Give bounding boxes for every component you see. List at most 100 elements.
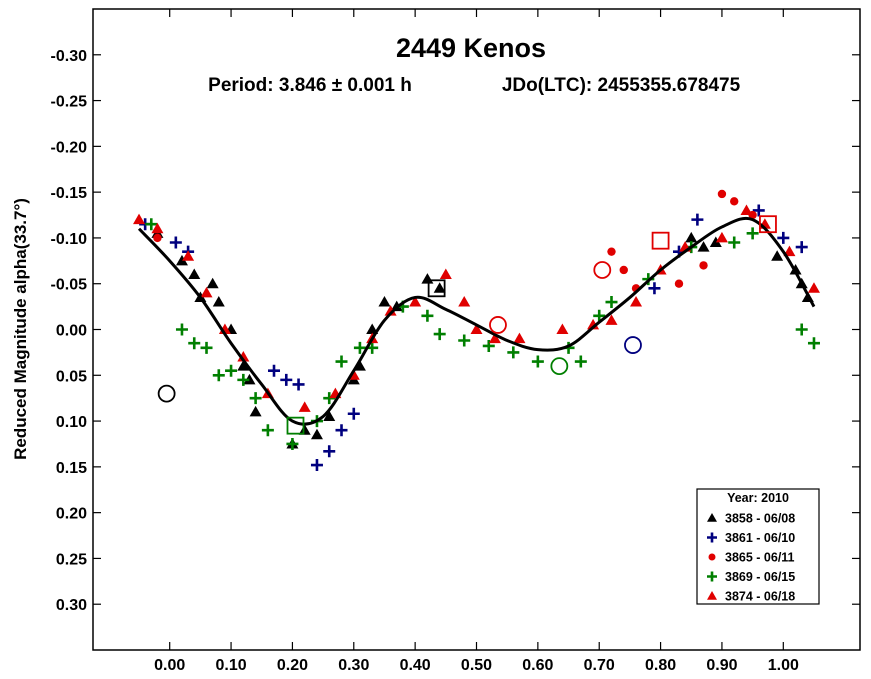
data-point: [482, 339, 495, 352]
data-point: [488, 332, 501, 344]
data-point: [323, 410, 336, 421]
data-point: [335, 355, 348, 368]
data-point: [421, 309, 434, 322]
data-point: [458, 296, 471, 307]
open-circle-marker: [550, 357, 569, 376]
legend-entries: 3858 - 06/08 3861 - 06/10 3865 - 06/11 3869…: [707, 512, 795, 604]
y-tick-label: 0.25: [56, 551, 87, 568]
data-point: [310, 459, 323, 472]
data-point: [691, 213, 704, 226]
data-point: [298, 401, 311, 412]
data-point: [777, 231, 790, 244]
x-tick-label: 0.20: [277, 657, 308, 674]
y-tick-label: -0.05: [51, 277, 88, 294]
data-point: [513, 332, 526, 344]
data-point: [261, 424, 274, 437]
data-point: [433, 282, 446, 293]
data-point: [648, 282, 661, 295]
open-circle-marker: [593, 261, 612, 279]
data-point: [593, 309, 606, 322]
data-point: [175, 323, 188, 336]
data-point: [752, 204, 765, 217]
legend-box: [696, 488, 820, 605]
data-point: [605, 296, 618, 309]
legend-title: Year: 2010: [727, 491, 789, 505]
legend-entry: 3865 - 06/11: [708, 551, 795, 565]
y-tick-label: 0.05: [56, 368, 87, 385]
data-point: [153, 233, 162, 243]
data-point: [574, 355, 587, 368]
data-point: [630, 296, 643, 307]
data-point: [458, 334, 471, 347]
y-tick-label: 0.30: [56, 597, 87, 614]
y-tick-label: -0.25: [51, 94, 88, 111]
y-tick-label: 0.00: [56, 323, 87, 340]
x-tick-label: 0.50: [461, 657, 492, 674]
data-point: [323, 445, 336, 458]
data-point: [182, 250, 195, 261]
series-3: [153, 189, 757, 293]
fit-curve: [137, 216, 816, 426]
y-tick-label: -0.30: [51, 48, 88, 65]
x-tick-label: 0.30: [338, 657, 369, 674]
x-tick-label: 0.90: [706, 657, 737, 674]
series-2: [139, 204, 808, 472]
epoch-text: JDo(LTC): 2455355.678475: [502, 75, 741, 96]
data-point: [685, 231, 698, 243]
x-tick-labels: 0.00 0.10 0.20 0.30 0.40 0.50 0.60 0.70 0.80 0.90…: [154, 657, 799, 674]
x-tick-label: 0.70: [584, 657, 615, 674]
data-point: [225, 364, 238, 377]
legend-label: 3874 - 06/18: [725, 590, 795, 604]
legend-entry: 3874 - 06/18: [707, 590, 795, 604]
legend-label: 3861 - 06/10: [725, 531, 795, 545]
data-point: [378, 296, 391, 307]
data-point: [200, 286, 213, 298]
legend-entry: 3858 - 06/08: [707, 512, 795, 526]
data-point: [212, 369, 225, 382]
legend-marker: [707, 591, 717, 600]
data-point: [699, 261, 708, 270]
data-point: [145, 218, 158, 231]
data-point: [249, 405, 262, 417]
legend-label: 3865 - 06/11: [725, 551, 795, 565]
data-point: [292, 378, 305, 391]
open-markers: [157, 215, 777, 435]
data-point: [556, 323, 569, 334]
data-point: [587, 318, 600, 330]
data-point: [169, 236, 182, 249]
data-point: [286, 437, 299, 450]
data-point: [335, 424, 348, 437]
open-circle-marker: [157, 384, 176, 403]
data-point: [188, 337, 201, 350]
data-point: [717, 189, 727, 199]
open-square-marker: [286, 416, 305, 435]
legend-marker: [707, 571, 717, 582]
data-point: [347, 407, 360, 420]
data-point: [175, 254, 188, 266]
data-point: [409, 296, 422, 307]
data-point: [133, 213, 146, 225]
data-point: [795, 323, 808, 336]
data-point: [384, 305, 397, 316]
y-tick-labels: -0.30 -0.25 -0.20 -0.15 -0.10 -0.05 0.00 0.05 0.…: [51, 48, 88, 614]
y-tick-label: 0.15: [56, 460, 87, 477]
data-point: [237, 360, 250, 371]
y-tick-label: -0.15: [51, 185, 88, 202]
data-point: [507, 346, 520, 359]
legend-marker: [708, 553, 716, 561]
data-point: [206, 277, 219, 289]
open-square-marker: [651, 231, 670, 250]
data-point: [674, 279, 684, 288]
data-point: [439, 268, 452, 280]
x-tick-label: 0.00: [154, 657, 185, 674]
x-tick-label: 0.10: [215, 657, 246, 674]
legend-marker: [707, 532, 717, 543]
data-point: [249, 392, 262, 405]
data-point: [212, 296, 225, 307]
data-point: [151, 222, 164, 234]
data-point: [470, 323, 483, 334]
data-point: [619, 265, 628, 275]
data-point: [353, 341, 366, 354]
data-point: [605, 314, 618, 325]
